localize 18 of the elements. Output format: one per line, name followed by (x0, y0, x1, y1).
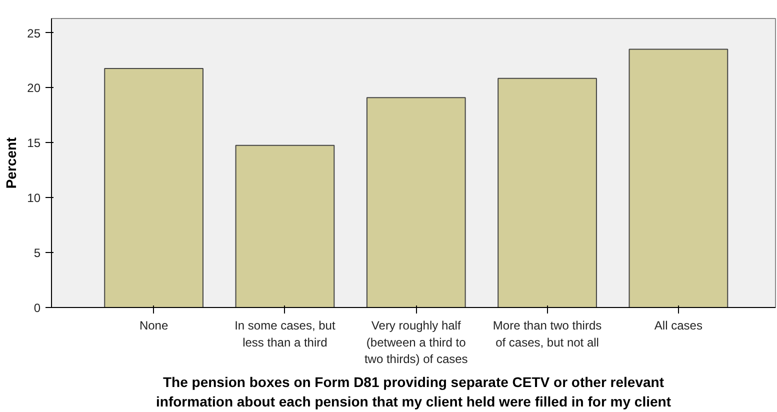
x-axis-title: The pension boxes on Form D81 providing separate CETV or other relevant information about each pension that my client held were filled in for my client (156, 374, 672, 410)
y-tick-label: 20 (27, 81, 41, 96)
y-tick-label: 10 (27, 191, 41, 206)
bar (628, 48, 728, 308)
y-axis-title: Percent (3, 136, 20, 189)
y-tick-label: 0 (34, 301, 41, 315)
bar (366, 97, 466, 308)
y-tick-label: 5 (34, 246, 41, 260)
bar (498, 78, 597, 308)
x-tick-label: More than two thirds of cases, but not all (492, 318, 602, 350)
y-tick-label: 25 (27, 26, 41, 40)
bar (235, 144, 335, 308)
bar (104, 68, 204, 308)
x-tick-label: All cases (654, 318, 702, 332)
x-tick-label: Very roughly half (between a third to two thirds) of cases (364, 318, 468, 366)
x-tick-label: In some cases, but less than a third (234, 318, 336, 350)
x-tick-label: None (139, 318, 168, 332)
y-tick-label: 15 (27, 136, 41, 150)
